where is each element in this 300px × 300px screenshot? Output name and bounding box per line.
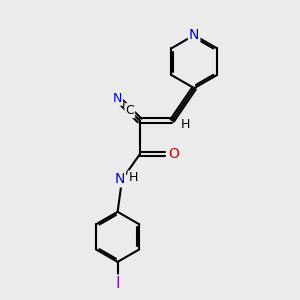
Text: C: C <box>125 104 134 117</box>
Text: N: N <box>115 172 125 186</box>
Text: H: H <box>181 118 190 131</box>
Text: I: I <box>116 276 120 291</box>
Text: N: N <box>189 28 200 42</box>
Text: H: H <box>128 172 138 184</box>
Text: N: N <box>113 92 122 105</box>
Text: O: O <box>168 147 179 161</box>
